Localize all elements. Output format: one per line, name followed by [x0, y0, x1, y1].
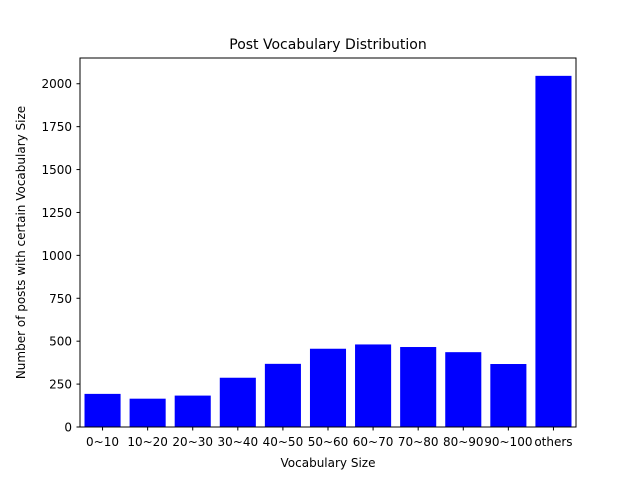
- x-tick-label: 40~50: [263, 435, 304, 449]
- x-axis-label: Vocabulary Size: [281, 456, 376, 470]
- bar: [490, 364, 527, 427]
- bar: [400, 347, 437, 427]
- x-tick-label: 60~70: [353, 435, 394, 449]
- y-tick-label: 1500: [41, 163, 72, 177]
- y-tick-label: 500: [49, 335, 72, 349]
- bar: [219, 377, 256, 427]
- y-tick-label: 1750: [41, 120, 72, 134]
- y-tick-label: 0: [64, 421, 72, 435]
- bars-group: [84, 75, 572, 427]
- x-tick-label: 30~40: [218, 435, 259, 449]
- bar: [309, 348, 347, 427]
- bar: [174, 395, 211, 427]
- y-tick-label: 2000: [41, 77, 72, 91]
- x-axis: 0~10 10~20 20~30 30~40 40~50 50~60 60~70 70~80 8…: [86, 427, 573, 449]
- x-tick-label: 70~80: [398, 435, 439, 449]
- x-tick-label: 20~30: [172, 435, 213, 449]
- x-tick-label: 80~90: [443, 435, 484, 449]
- bar: [84, 393, 121, 427]
- bar: [129, 398, 166, 427]
- y-tick-label: 750: [49, 292, 72, 306]
- bar: [445, 352, 482, 427]
- bar: [355, 344, 392, 427]
- x-tick-label: 10~20: [127, 435, 168, 449]
- bar: [535, 75, 572, 427]
- chart-title: Post Vocabulary Distribution: [229, 37, 426, 53]
- x-tick-label: 50~60: [308, 435, 349, 449]
- plot-frame: [79, 57, 577, 428]
- x-tick-label: 90~100: [484, 435, 532, 449]
- y-tick-label: 1000: [41, 249, 72, 263]
- y-axis: 0 250 500 750 1000 1250 1500 1750 2000: [41, 77, 80, 435]
- y-tick-label: 250: [49, 378, 72, 392]
- x-tick-label: 0~10: [86, 435, 119, 449]
- y-axis-label: Number of posts with certain Vocabulary …: [14, 106, 28, 379]
- x-tick-label: others: [534, 435, 572, 449]
- bar: [264, 363, 301, 427]
- y-tick-label: 1250: [41, 206, 72, 220]
